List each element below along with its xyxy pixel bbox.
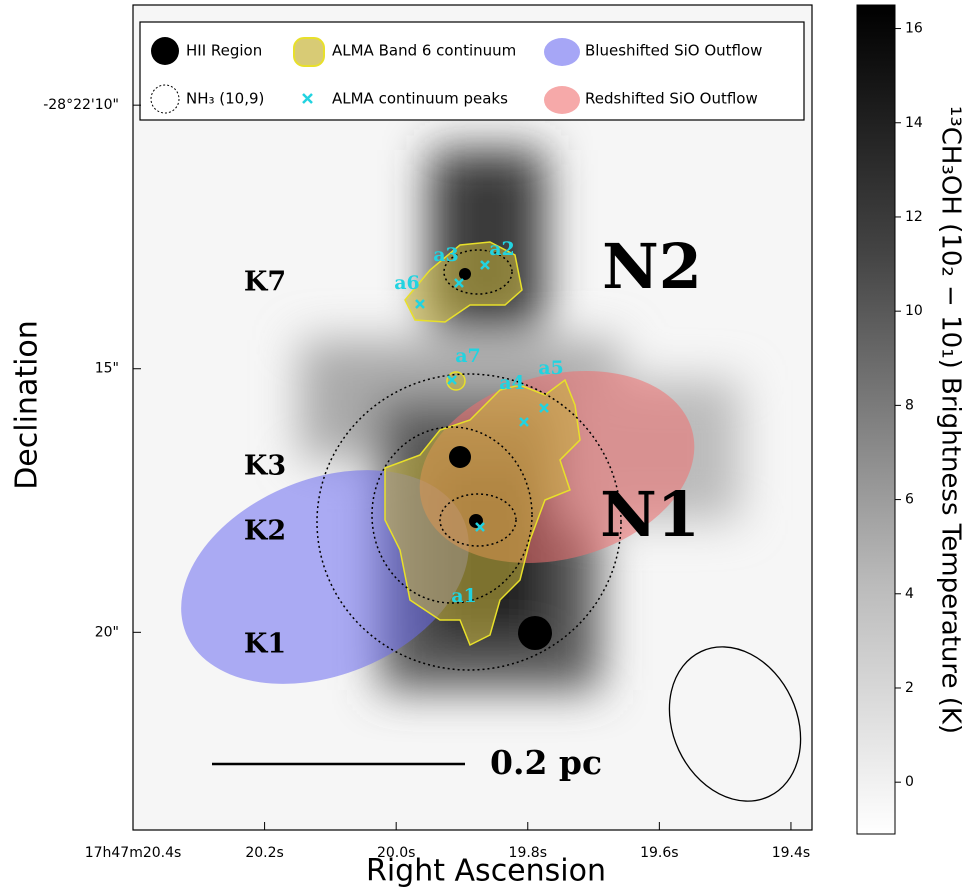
x-tick-label: 19.8s [509,845,547,861]
colorbar-tick-label: 0 [905,774,914,790]
x-tick-label: 19.6s [640,845,678,861]
colorbar-tick-label: 4 [905,586,914,602]
colorbar [857,5,895,834]
y-tick-label: -28°22'10" [43,97,119,113]
peak-label: a4 [499,372,525,394]
legend-label: HII Region [186,42,262,60]
scale-bar-label: 0.2 pc [490,743,602,782]
y-axis-label: Declination [10,320,45,490]
legend-label: NH₃ (10,9) [186,90,264,108]
source-label: K1 [244,629,286,660]
colorbar-tick-label: 6 [905,492,914,508]
legend-label: ALMA Band 6 continuum [332,42,516,60]
peak-label: a2 [489,238,515,260]
colorbar-tick-label: 14 [905,115,923,131]
region-label: N2 [602,230,702,303]
region-label: N1 [600,478,700,551]
peak-label: a6 [394,272,420,294]
peak-label: a3 [433,244,459,266]
source-label: K3 [244,451,286,482]
figure: 0.2 pc Right Ascension Declination ¹³CH₃… [0,0,971,892]
source-label: K7 [244,267,286,298]
y-tick-label: 20" [95,624,119,640]
peak-label: a7 [455,345,481,367]
colorbar-label: ¹³CH₃OH (10₂ − 10₁) Brightness Temperatu… [936,106,966,734]
x-tick-label: 20.2s [245,845,283,861]
x-tick-label: 17h47m20.4s [85,845,182,861]
x-tick-label: 20.0s [377,845,415,861]
colorbar-tick-label: 2 [905,680,914,696]
page: {"chart_data": {"type": "image", "xlabel… [0,0,971,892]
colorbar-tick-label: 8 [905,397,914,413]
legend-label: Blueshifted SiO Outflow [585,42,762,60]
peak-label: a1 [451,585,477,607]
source-label: K2 [244,516,286,547]
colorbar-tick-label: 10 [905,303,923,319]
peak-label: a5 [538,357,564,379]
y-tick-label: 15" [95,361,119,377]
legend-label: Redshifted SiO Outflow [585,90,758,108]
legend-label: ALMA continuum peaks [332,90,508,108]
colorbar-tick-label: 16 [905,21,923,37]
colorbar-tick-label: 12 [905,209,923,225]
x-tick-label: 19.4s [772,845,810,861]
